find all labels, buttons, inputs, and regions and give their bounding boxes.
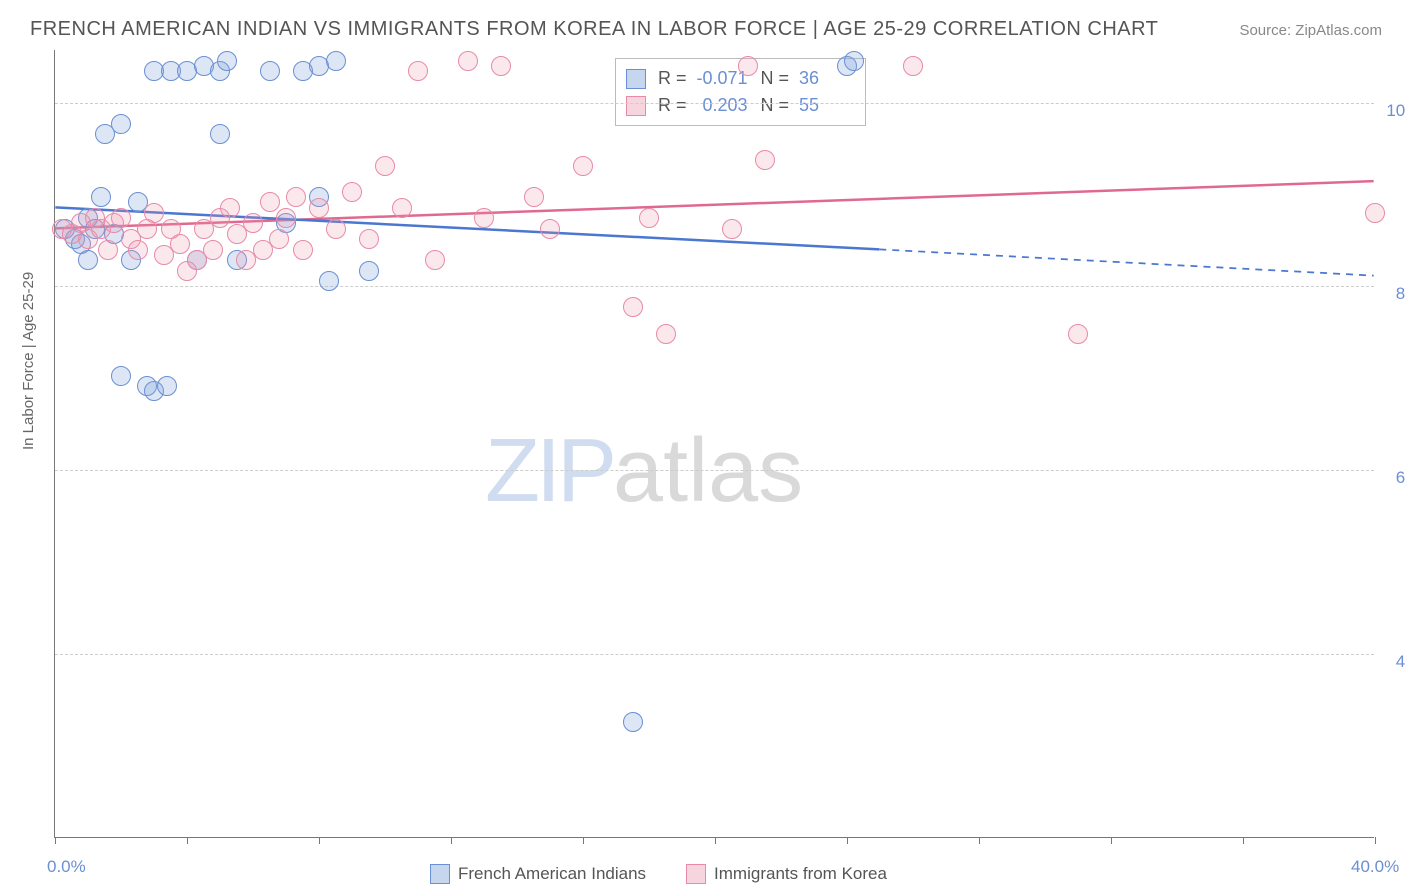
scatter-point [319, 271, 339, 291]
scatter-point [203, 240, 223, 260]
n-label: N = [761, 65, 790, 92]
scatter-point [359, 261, 379, 281]
x-tick-label: 40.0% [1351, 857, 1399, 877]
legend-label-pink: Immigrants from Korea [714, 864, 887, 884]
scatter-point [78, 250, 98, 270]
n-value-pink: 55 [799, 92, 851, 119]
scatter-point [210, 124, 230, 144]
y-tick-label: 100.0% [1384, 101, 1406, 121]
x-tick [1375, 837, 1376, 844]
watermark: ZIPatlas [485, 420, 803, 523]
y-tick-label: 47.5% [1384, 652, 1406, 672]
scatter-point [540, 219, 560, 239]
scatter-point [738, 56, 758, 76]
x-tick [583, 837, 584, 844]
x-tick [979, 837, 980, 844]
gridline [55, 654, 1374, 655]
scatter-point [1068, 324, 1088, 344]
trend-lines [55, 50, 1374, 837]
scatter-point [111, 114, 131, 134]
scatter-point [111, 208, 131, 228]
scatter-point [491, 56, 511, 76]
x-tick-label: 0.0% [47, 857, 86, 877]
r-label: R = [658, 92, 687, 119]
scatter-point [286, 187, 306, 207]
scatter-point [260, 192, 280, 212]
x-tick [319, 837, 320, 844]
scatter-point [844, 51, 864, 71]
scatter-point [722, 219, 742, 239]
scatter-point [309, 198, 329, 218]
scatter-point [217, 51, 237, 71]
scatter-point [359, 229, 379, 249]
x-tick [1243, 837, 1244, 844]
legend-item-blue: French American Indians [430, 864, 646, 884]
scatter-point [1365, 203, 1385, 223]
swatch-blue-icon [626, 69, 646, 89]
n-label: N = [761, 92, 790, 119]
legend-item-pink: Immigrants from Korea [686, 864, 887, 884]
scatter-point [157, 376, 177, 396]
scatter-point [128, 240, 148, 260]
swatch-blue-icon [430, 864, 450, 884]
y-tick-label: 82.5% [1384, 284, 1406, 304]
r-value-pink: 0.203 [697, 92, 749, 119]
swatch-pink-icon [626, 96, 646, 116]
x-tick [55, 837, 56, 844]
scatter-point [98, 240, 118, 260]
scatter-point [220, 198, 240, 218]
gridline [55, 470, 1374, 471]
scatter-point [458, 51, 478, 71]
scatter-point [269, 229, 289, 249]
scatter-point [408, 61, 428, 81]
scatter-point [111, 366, 131, 386]
chart-title: FRENCH AMERICAN INDIAN VS IMMIGRANTS FRO… [30, 18, 1158, 41]
x-tick [451, 837, 452, 844]
y-tick-label: 65.0% [1384, 468, 1406, 488]
scatter-point [91, 187, 111, 207]
gridline [55, 103, 1374, 104]
scatter-point [425, 250, 445, 270]
scatter-point [170, 234, 190, 254]
scatter-point [524, 187, 544, 207]
scatter-point [293, 240, 313, 260]
stats-row-pink: R = 0.203 N = 55 [626, 92, 851, 119]
gridline [55, 286, 1374, 287]
scatter-point [474, 208, 494, 228]
scatter-point [260, 61, 280, 81]
scatter-chart: R = -0.071 N = 36 R = 0.203 N = 55 ZIPat… [54, 50, 1374, 838]
x-tick [1111, 837, 1112, 844]
scatter-point [392, 198, 412, 218]
scatter-point [243, 213, 263, 233]
scatter-point [326, 219, 346, 239]
scatter-point [623, 712, 643, 732]
scatter-point [276, 208, 296, 228]
scatter-point [342, 182, 362, 202]
x-tick [715, 837, 716, 844]
source-label: Source: ZipAtlas.com [1239, 22, 1382, 39]
scatter-point [639, 208, 659, 228]
r-label: R = [658, 65, 687, 92]
scatter-point [326, 51, 346, 71]
y-axis-label: In Labor Force | Age 25-29 [20, 272, 37, 450]
x-tick [847, 837, 848, 844]
scatter-point [903, 56, 923, 76]
bottom-legend: French American Indians Immigrants from … [430, 864, 887, 884]
scatter-point [623, 297, 643, 317]
scatter-point [375, 156, 395, 176]
scatter-point [144, 203, 164, 223]
swatch-pink-icon [686, 864, 706, 884]
scatter-point [755, 150, 775, 170]
scatter-point [656, 324, 676, 344]
x-tick [187, 837, 188, 844]
scatter-point [573, 156, 593, 176]
legend-label-blue: French American Indians [458, 864, 646, 884]
